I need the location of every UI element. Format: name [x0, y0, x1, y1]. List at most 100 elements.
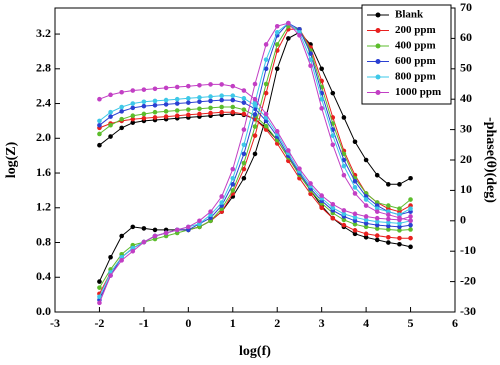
impedance-point	[241, 107, 247, 112]
legend-label: 400 ppm	[395, 40, 436, 52]
impedance-point	[230, 93, 236, 99]
impedance-point	[208, 105, 213, 111]
impedance-point	[386, 223, 391, 229]
impedance-point	[397, 241, 402, 247]
plot-frame	[54, 7, 456, 313]
phase-point	[230, 188, 236, 193]
impedance-point	[386, 220, 391, 225]
impedance-point	[352, 211, 358, 217]
impedance-point	[141, 103, 147, 109]
phase-point	[363, 157, 369, 163]
impedance-point	[408, 222, 413, 228]
phase-point	[274, 42, 280, 47]
impedance-point	[130, 101, 136, 106]
impedance-point	[352, 231, 358, 237]
impedance-point	[386, 227, 391, 232]
impedance-point	[163, 109, 169, 114]
y-tick-label: 0.0	[36, 304, 51, 318]
phase-point	[408, 206, 413, 211]
phase-point	[152, 227, 158, 233]
phase-point	[363, 197, 369, 202]
impedance-point	[108, 134, 113, 139]
phase-point	[363, 203, 369, 208]
phase-point	[308, 57, 313, 62]
phase-point	[352, 185, 358, 190]
phase-point	[297, 33, 302, 38]
impedance-point	[163, 114, 169, 119]
phase-point	[108, 273, 113, 278]
impedance-point	[308, 191, 313, 197]
impedance-point	[386, 216, 391, 222]
impedance-point	[186, 107, 191, 112]
phase-point	[408, 175, 413, 181]
y-axis-title: log(Z)	[4, 141, 19, 178]
impedance-point	[141, 116, 147, 121]
phase-point	[274, 66, 280, 72]
impedance-point	[174, 101, 180, 106]
phase-point	[241, 166, 247, 172]
phase-point	[263, 57, 269, 62]
impedance-point	[386, 240, 391, 245]
y2-tick-label: 70	[460, 0, 472, 14]
y2-tick-label: -10	[460, 243, 476, 257]
phase-point	[374, 209, 380, 214]
phase-point	[352, 191, 358, 196]
x-tick-label: 3	[319, 316, 325, 330]
legend-label: 800 ppm	[395, 71, 436, 83]
impedance-point	[141, 111, 147, 117]
legend-label: Blank	[395, 9, 424, 21]
impedance-point	[97, 96, 102, 102]
impedance-point	[352, 215, 358, 220]
x-tick-label: 5	[408, 316, 414, 330]
phase-point	[274, 30, 280, 35]
impedance-point	[374, 233, 380, 238]
impedance-point	[152, 86, 158, 92]
impedance-point	[97, 131, 102, 137]
phase-point	[241, 142, 247, 148]
y2-tick-label: 10	[460, 182, 472, 196]
impedance-point	[186, 112, 191, 118]
impedance-point	[397, 228, 402, 233]
impedance-point	[341, 211, 347, 217]
legend-label: 1000 ppm	[395, 86, 441, 98]
phase-point	[352, 139, 358, 145]
phase-point	[408, 197, 413, 202]
legend-label: 200 ppm	[395, 24, 436, 36]
impedance-point	[219, 109, 224, 115]
phase-point	[241, 151, 247, 157]
impedance-point	[108, 122, 113, 128]
phase-point	[241, 175, 247, 181]
legend-marker	[375, 28, 381, 33]
impedance-point	[230, 83, 236, 89]
impedance-point	[374, 215, 380, 221]
phase-point	[386, 182, 391, 187]
impedance-point	[163, 85, 169, 91]
phase-point	[230, 166, 236, 172]
impedance-point	[330, 205, 336, 211]
phase-point	[341, 151, 347, 157]
impedance-point	[241, 111, 247, 117]
impedance-point	[174, 108, 180, 113]
impedance-point	[263, 127, 269, 132]
x-tick-label: 1	[230, 316, 236, 330]
phase-point	[130, 248, 136, 254]
impedance-point	[241, 96, 247, 101]
phase-point	[130, 224, 136, 230]
impedance-point	[408, 227, 413, 232]
impedance-point	[130, 113, 136, 119]
phase-point	[119, 258, 124, 263]
legend-marker	[375, 43, 381, 49]
impedance-point	[174, 84, 180, 90]
impedance-point	[197, 111, 202, 117]
phase-point	[374, 172, 380, 178]
phase-point	[252, 112, 258, 117]
impedance-point	[252, 96, 258, 102]
phase-point	[341, 115, 347, 120]
impedance-point	[141, 99, 147, 105]
x-tick-label: 4	[363, 316, 369, 330]
phase-point	[219, 200, 224, 205]
impedance-point	[341, 217, 347, 223]
impedance-point	[152, 98, 158, 104]
impedance-point	[108, 109, 113, 115]
impedance-point	[97, 122, 102, 128]
